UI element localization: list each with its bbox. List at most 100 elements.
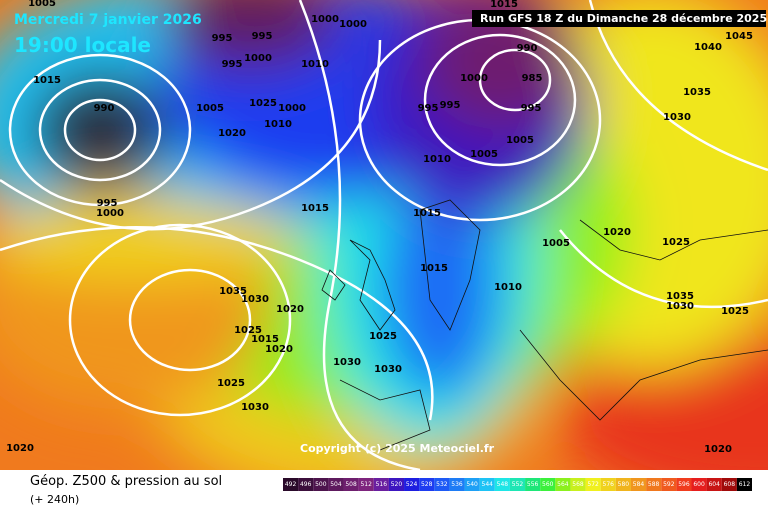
copyright: Copyright (c) 2025 Meteociel.fr: [300, 442, 495, 455]
legend-swatch: [615, 478, 631, 491]
legend-swatch: [388, 478, 405, 491]
isobar-label: 995: [222, 59, 243, 70]
isobar-label: 1020: [603, 227, 631, 238]
isobar-label: 1000: [311, 14, 339, 25]
isobar-label: 1005: [506, 135, 534, 146]
legend-label: 612: [739, 481, 751, 488]
legend-label: 596: [678, 481, 690, 488]
legend-label: 512: [360, 481, 372, 488]
isobar-label: 1040: [694, 42, 722, 53]
isobar-label: 1010: [494, 282, 522, 293]
date: Mercredi 7 janvier 2026: [14, 12, 202, 28]
time: 19:00 locale: [14, 33, 151, 57]
legend-label: 532: [436, 481, 448, 488]
isobar-label: 1035: [219, 286, 247, 297]
isobar-label: 1015: [420, 263, 448, 274]
isobar-label: 1005: [196, 103, 224, 114]
legend-swatch: [570, 478, 586, 491]
legend-swatch: [404, 478, 420, 491]
legend-label: 492: [285, 481, 297, 488]
legend-label: 592: [663, 481, 675, 488]
isobar-label: 1035: [666, 291, 694, 302]
isobar-label: 990: [94, 103, 115, 114]
legend-swatch: [600, 478, 616, 491]
legend-label: 548: [497, 481, 509, 488]
isobar-label: 1020: [704, 444, 732, 455]
legend-swatch: [449, 478, 465, 491]
isobar-label: 1015: [413, 208, 441, 219]
legend-swatch: [646, 478, 662, 491]
legend-swatch: [434, 478, 450, 491]
isobar-label: 1030: [663, 112, 691, 123]
isobar-label: 1030: [333, 357, 361, 368]
legend-swatch: [706, 478, 722, 491]
legend-label: 564: [557, 481, 569, 488]
legend-label: 556: [527, 481, 539, 488]
isobar-label: 1015: [490, 0, 518, 10]
isobar-label: 1025: [217, 378, 245, 389]
legend-label: 580: [618, 481, 630, 488]
isobar-label: 1000: [244, 53, 272, 64]
footer-lead: (+ 240h): [30, 493, 79, 506]
isobar-label: 1025: [234, 325, 262, 336]
legend-swatch: [661, 478, 677, 491]
isobar-label: 995: [97, 198, 118, 209]
isobar-label: 1000: [460, 73, 488, 84]
isobar-label: 1005: [470, 149, 498, 160]
legend-swatch: [343, 478, 359, 491]
isobar-label: 1010: [423, 154, 451, 165]
legend-label: 508: [345, 481, 357, 488]
isobar-label: 1010: [301, 59, 329, 70]
legend-swatch: [494, 478, 510, 491]
isobar-label: 995: [418, 103, 439, 114]
legend-label: 572: [587, 481, 599, 488]
isobar-label: 1030: [241, 294, 269, 305]
legend-label: 504: [330, 481, 342, 488]
isobar-label: 995: [252, 31, 273, 42]
run-box: [472, 10, 766, 27]
legend-swatch: [509, 478, 526, 491]
isobar-label: 1015: [301, 203, 329, 214]
legend-label: 540: [466, 481, 478, 488]
legend-swatch: [373, 478, 389, 491]
legend-label: 528: [421, 481, 433, 488]
legend-label: 604: [708, 481, 720, 488]
isobar-label: 1025: [662, 237, 690, 248]
legend-label: 552: [512, 481, 524, 488]
isobar-label: 1030: [241, 402, 269, 413]
isobar-label: 1005: [542, 238, 570, 249]
isobar-label: 1025: [369, 331, 397, 342]
legend-swatch: [540, 478, 556, 491]
isobar-label: 990: [517, 43, 538, 54]
legend-swatch: [419, 478, 435, 491]
legend-swatch: [721, 478, 737, 491]
legend-label: 516: [376, 481, 388, 488]
isobar-label: 1030: [666, 301, 694, 312]
isobar-label: 1000: [96, 208, 124, 219]
isobar-label: 1025: [249, 98, 277, 109]
legend-label: 568: [572, 481, 584, 488]
legend-label: 560: [542, 481, 554, 488]
isobar-label: 1015: [251, 334, 279, 345]
isobar-label: 1020: [276, 304, 304, 315]
isobar-label: 1020: [218, 128, 246, 139]
footer-title: Géop. Z500 & pression au sol: [30, 474, 222, 489]
legend-label: 544: [482, 481, 494, 488]
legend-swatch: [630, 478, 647, 491]
legend-swatch: [358, 478, 374, 491]
legend-swatch: [585, 478, 601, 491]
isobar-label: 1025: [721, 306, 749, 317]
legend-label: 576: [603, 481, 615, 488]
isobar-label: 985: [522, 73, 543, 84]
isobar-label: 1030: [374, 364, 402, 375]
isobar-label: 1020: [6, 443, 34, 454]
coastlines: [321, 199, 768, 451]
legend-swatch: [479, 478, 495, 491]
isobar-label: 1000: [278, 103, 306, 114]
isobar-label: 1020: [265, 344, 293, 355]
legend-swatch: [676, 478, 692, 491]
legend-swatch: [283, 478, 299, 491]
isobar-lines: [0, 0, 768, 470]
